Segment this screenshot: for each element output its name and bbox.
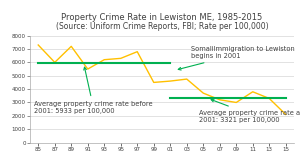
Text: SomaliImmigration to Lewiston
begins in 2001: SomaliImmigration to Lewiston begins in … xyxy=(178,46,295,70)
Text: Average property crime rate after
2001: 3321 per 100,000: Average property crime rate after 2001: … xyxy=(199,99,300,123)
Text: Property Crime Rate in Lewiston ME, 1985-2015: Property Crime Rate in Lewiston ME, 1985… xyxy=(61,13,262,22)
Text: Average property crime rate before
2001: 5933 per 100,000: Average property crime rate before 2001:… xyxy=(34,67,153,114)
Text: (Source: Uniform Crime Reports, FBI; Rate per 100,000): (Source: Uniform Crime Reports, FBI; Rat… xyxy=(56,22,268,31)
